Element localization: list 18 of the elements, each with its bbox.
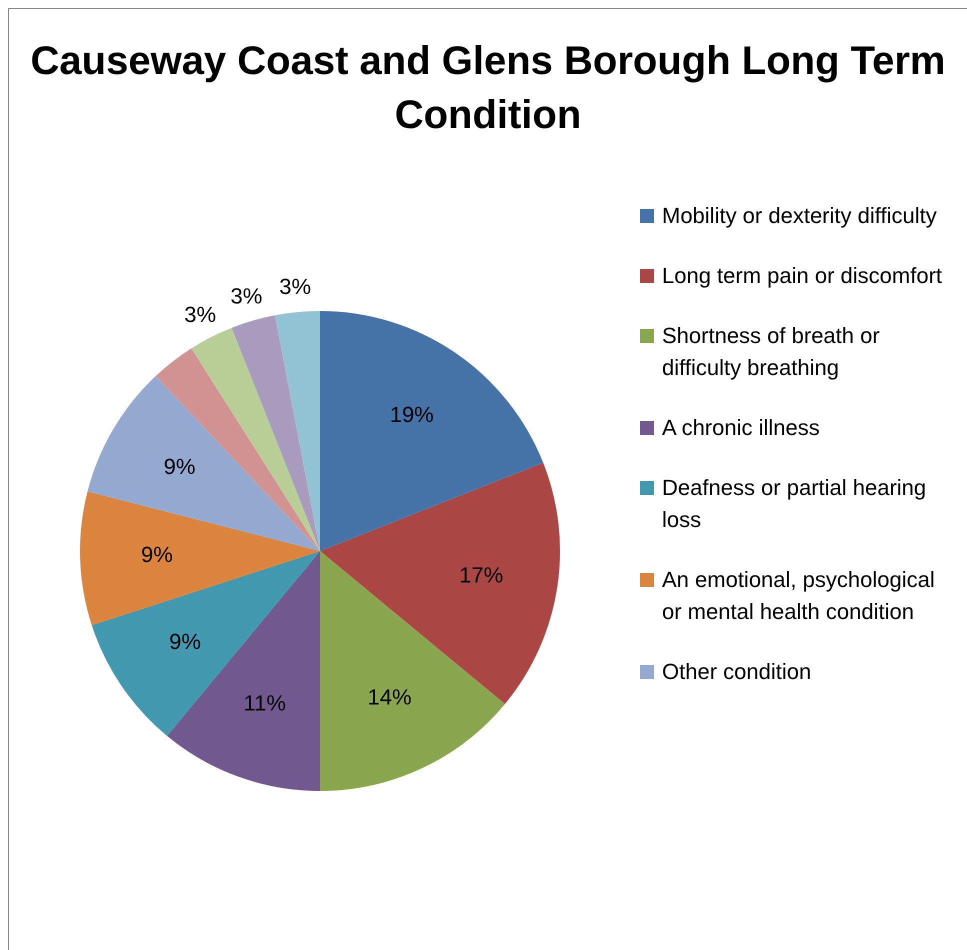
data-label: 17% (459, 562, 504, 588)
legend-label: Other condition (662, 658, 812, 686)
legend-label: Shortness of breath or difficulty breathing (662, 322, 881, 382)
data-label: 9% (169, 628, 201, 654)
chart-title: Causeway Coast and Glens Borough Long Term Condition (30, 38, 946, 139)
legend-label: Long term pain or discomfort (662, 262, 942, 290)
legend-label: Mobility or dexterity difficulty (662, 202, 937, 230)
legend-label: A chronic illness (662, 414, 820, 442)
data-label: 3% (279, 274, 312, 300)
legend-label: Deafness or partial hearing loss (662, 474, 928, 534)
data-label: 3% (230, 284, 262, 309)
data-label: 14% (367, 684, 412, 710)
data-label: 9% (164, 454, 196, 479)
data-label: 9% (140, 542, 173, 568)
legend-label: An emotional, psychological or mental health condition (662, 566, 936, 626)
data-label: 19% (390, 402, 434, 428)
data-label: 3% (184, 302, 216, 327)
data-label: 11% (244, 690, 286, 716)
